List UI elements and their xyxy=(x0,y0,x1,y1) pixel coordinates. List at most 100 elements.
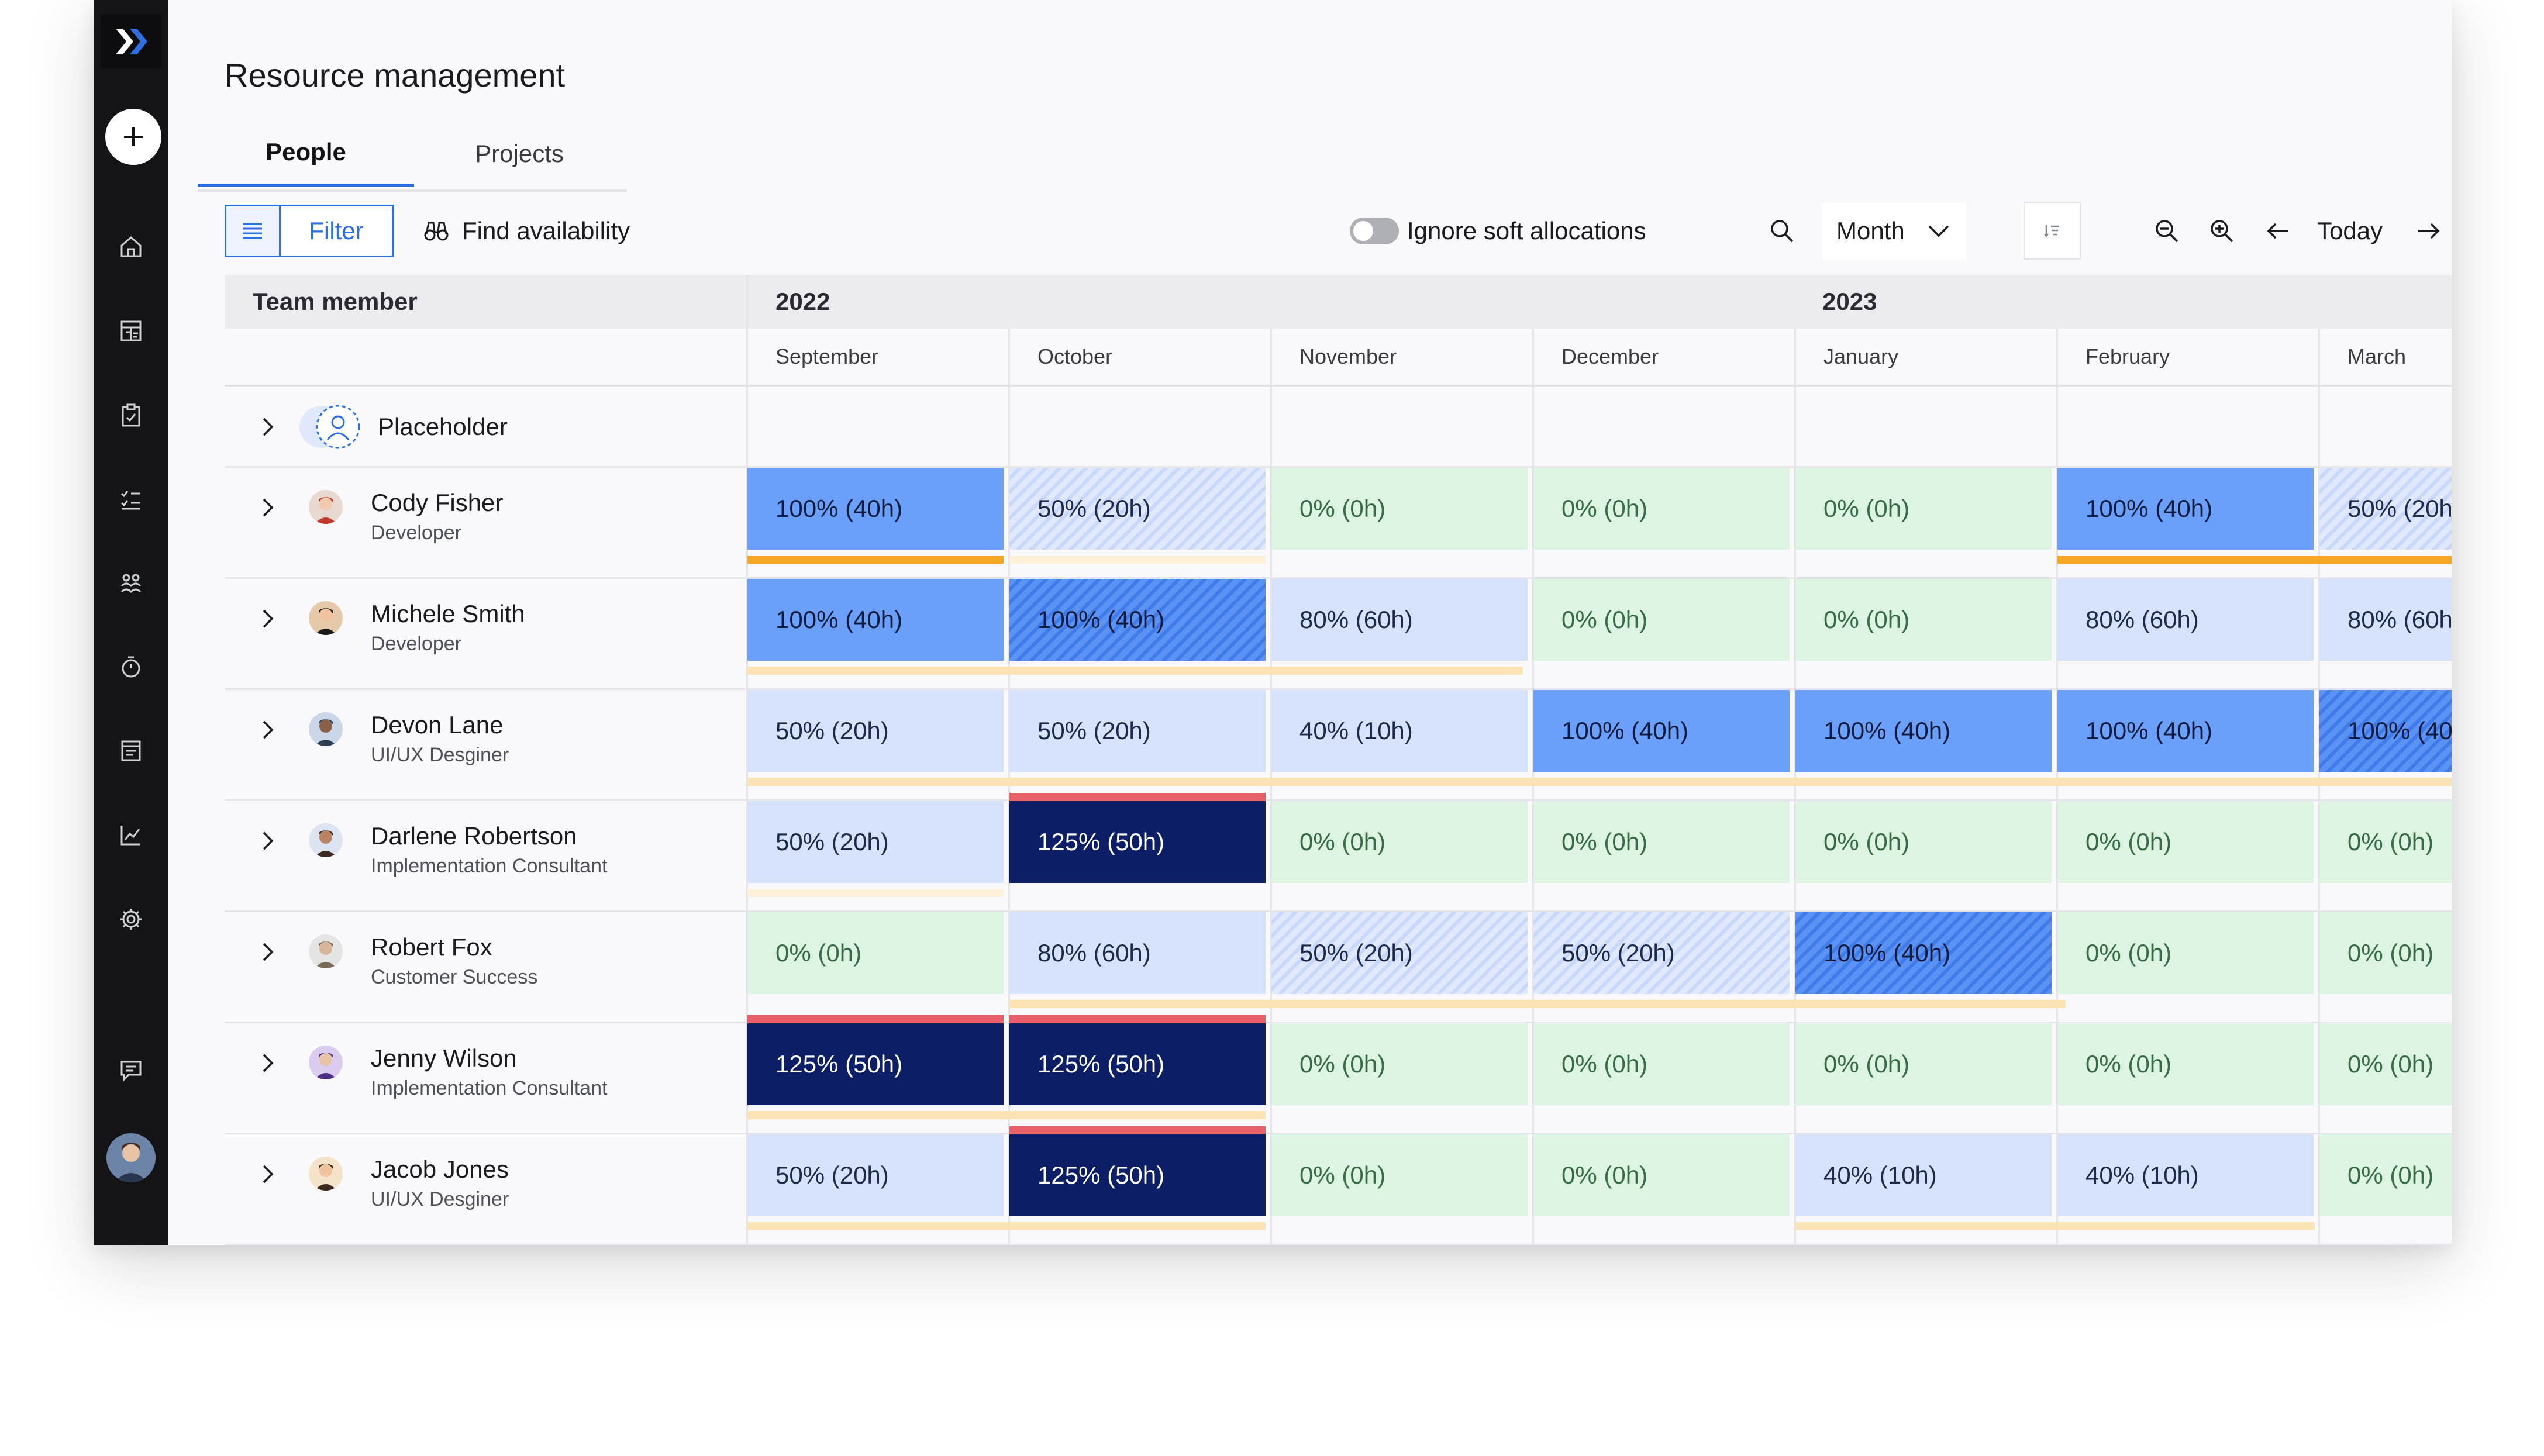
allocation-cell[interactable]: 125% (50h) xyxy=(747,1023,1004,1105)
expand-row-button[interactable] xyxy=(256,1051,280,1075)
allocation-cell[interactable]: 100% (40h) xyxy=(1009,579,1266,661)
allocation-cell[interactable]: 40% (10h) xyxy=(1795,1134,2052,1216)
allocation-cell[interactable]: 100% (40h) xyxy=(2057,690,2314,772)
allocation-cell[interactable]: 50% (20h) xyxy=(2319,468,2452,550)
allocation-cell[interactable]: 0% (0h) xyxy=(2319,801,2452,883)
nav-invoice-icon[interactable] xyxy=(113,733,149,768)
allocation-cell[interactable]: 125% (50h) xyxy=(1009,801,1266,883)
allocation-cell[interactable]: 100% (40h) xyxy=(1533,690,1790,772)
expand-row-button[interactable] xyxy=(256,607,280,630)
allocation-cell[interactable]: 0% (0h) xyxy=(1533,579,1790,661)
ignore-soft-allocations-toggle[interactable]: Ignore soft allocations xyxy=(1350,205,1646,257)
allocation-cell[interactable]: 0% (0h) xyxy=(2057,1023,2314,1105)
over-allocation-flag xyxy=(1009,1126,1266,1134)
allocation-cell[interactable]: 80% (60h) xyxy=(2057,579,2314,661)
allocation-cell[interactable]: 0% (0h) xyxy=(1533,468,1790,550)
allocation-cell[interactable]: 50% (20h) xyxy=(747,690,1004,772)
expand-row-button[interactable] xyxy=(256,718,280,741)
allocation-cell[interactable]: 0% (0h) xyxy=(2057,912,2314,994)
sort-button[interactable] xyxy=(2024,202,2081,260)
nav-settings-icon[interactable] xyxy=(113,902,149,937)
zoom-out-button[interactable] xyxy=(2146,211,2187,251)
allocation-cell[interactable]: 50% (20h) xyxy=(747,801,1004,883)
allocation-cell[interactable]: 100% (40h) xyxy=(747,579,1004,661)
expand-row-button[interactable] xyxy=(256,415,280,439)
member-name[interactable]: Jenny Wilson xyxy=(371,1044,517,1072)
allocation-cell[interactable]: 0% (0h) xyxy=(747,912,1004,994)
nav-reports-icon[interactable] xyxy=(113,817,149,853)
allocation-cell[interactable]: 50% (20h) xyxy=(747,1134,1004,1216)
column-divider xyxy=(2056,329,2058,1245)
allocation-cell[interactable]: 0% (0h) xyxy=(1271,1134,1528,1216)
allocation-cell[interactable]: 0% (0h) xyxy=(1533,801,1790,883)
allocation-cell[interactable]: 0% (0h) xyxy=(1271,1023,1528,1105)
row-divider xyxy=(225,466,2452,468)
allocation-cell[interactable]: 50% (20h) xyxy=(1271,912,1528,994)
nav-people-icon[interactable] xyxy=(113,566,149,601)
nav-clipboard-icon[interactable] xyxy=(113,398,149,433)
member-name[interactable]: Robert Fox xyxy=(371,933,492,961)
allocation-cell[interactable]: 50% (20h) xyxy=(1533,912,1790,994)
allocation-cell[interactable]: 0% (0h) xyxy=(1795,801,2052,883)
zoom-in-button[interactable] xyxy=(2201,211,2242,251)
allocation-cell[interactable]: 125% (50h) xyxy=(1009,1134,1266,1216)
allocation-cell[interactable]: 100% (40h) xyxy=(1795,912,2052,994)
allocation-cell[interactable]: 0% (0h) xyxy=(1533,1023,1790,1105)
allocation-cell[interactable]: 125% (50h) xyxy=(1009,1023,1266,1105)
allocation-cell[interactable]: 0% (0h) xyxy=(1795,468,2052,550)
allocation-cell[interactable]: 0% (0h) xyxy=(2057,801,2314,883)
member-name[interactable]: Jacob Jones xyxy=(371,1155,509,1183)
allocation-cell[interactable]: 0% (0h) xyxy=(2319,1023,2452,1105)
member-name[interactable]: Devon Lane xyxy=(371,711,504,739)
expand-row-button[interactable] xyxy=(256,940,280,964)
row-divider xyxy=(225,1022,2452,1023)
tab-people[interactable]: People xyxy=(198,120,414,187)
chevron-right-icon xyxy=(263,418,274,436)
nav-messages-icon[interactable] xyxy=(113,1053,149,1088)
allocation-cell[interactable]: 80% (60h) xyxy=(2319,579,2452,661)
timescale-select[interactable]: Month xyxy=(1822,202,1966,260)
member-name[interactable]: Cody Fisher xyxy=(371,489,504,516)
allocation-bar xyxy=(747,889,1004,897)
expand-row-button[interactable] xyxy=(256,829,280,853)
member-name[interactable]: Darlene Robertson xyxy=(371,822,577,850)
filter-button[interactable]: Filter xyxy=(279,205,394,257)
today-button[interactable]: Today xyxy=(2317,217,2383,244)
allocation-cell[interactable]: 0% (0h) xyxy=(2319,1134,2452,1216)
app-logo-icon[interactable] xyxy=(101,14,161,69)
search-button[interactable] xyxy=(1762,211,1802,251)
allocation-cell[interactable]: 0% (0h) xyxy=(1271,468,1528,550)
list-view-button[interactable] xyxy=(225,205,281,257)
user-avatar[interactable] xyxy=(106,1133,156,1182)
allocation-cell[interactable]: 80% (60h) xyxy=(1271,579,1528,661)
nav-dashboard-icon[interactable] xyxy=(113,313,149,349)
allocation-cell[interactable]: 40% (10h) xyxy=(2057,1134,2314,1216)
toggle-switch[interactable] xyxy=(1350,218,1399,244)
allocation-cell[interactable]: 100% (40h) xyxy=(1795,690,2052,772)
next-period-button[interactable] xyxy=(2408,211,2449,251)
allocation-cell[interactable]: 40% (10h) xyxy=(1271,690,1528,772)
allocation-cell[interactable]: 0% (0h) xyxy=(1533,1134,1790,1216)
allocation-cell[interactable]: 50% (20h) xyxy=(1009,690,1266,772)
allocation-bar xyxy=(1795,1222,2315,1230)
placeholder-label[interactable]: Placeholder xyxy=(378,413,508,440)
allocation-cell[interactable]: 0% (0h) xyxy=(1795,1023,2052,1105)
nav-tasks-icon[interactable] xyxy=(113,482,149,517)
expand-row-button[interactable] xyxy=(256,496,280,519)
allocation-cell[interactable]: 100% (40h) xyxy=(2057,468,2314,550)
allocation-cell[interactable]: 50% (20h) xyxy=(1009,468,1266,550)
find-availability-button[interactable]: Find availability xyxy=(423,205,630,257)
allocation-cell[interactable]: 0% (0h) xyxy=(1271,801,1528,883)
tab-projects[interactable]: Projects xyxy=(475,140,564,167)
previous-period-button[interactable] xyxy=(2257,211,2298,251)
member-name[interactable]: Michele Smith xyxy=(371,600,525,627)
nav-home-icon[interactable] xyxy=(113,229,149,264)
allocation-cell[interactable]: 0% (0h) xyxy=(2319,912,2452,994)
nav-timer-icon[interactable] xyxy=(113,649,149,684)
allocation-cell[interactable]: 100% (40h) xyxy=(2319,690,2452,772)
allocation-cell[interactable]: 80% (60h) xyxy=(1009,912,1266,994)
allocation-cell[interactable]: 0% (0h) xyxy=(1795,579,2052,661)
create-new-button[interactable] xyxy=(105,109,161,165)
allocation-cell[interactable]: 100% (40h) xyxy=(747,468,1004,550)
expand-row-button[interactable] xyxy=(256,1162,280,1186)
